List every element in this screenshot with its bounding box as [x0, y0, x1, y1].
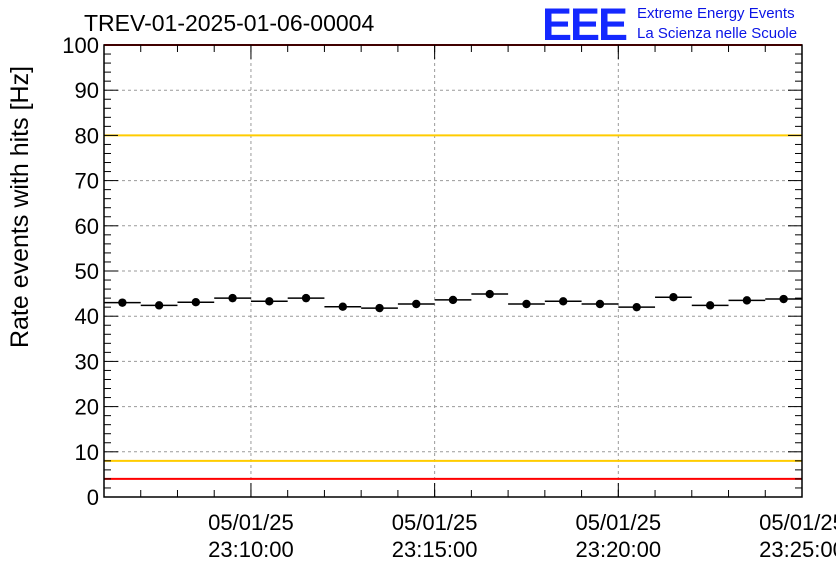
data-point: [485, 289, 494, 299]
y-tick-label: 0: [87, 485, 99, 510]
logo-line-2: La Scienza nelle Scuole: [637, 25, 798, 42]
data-point: [191, 297, 201, 307]
x-tick-date-label: 05/01/25: [759, 510, 836, 535]
data-point: [154, 301, 164, 310]
y-tick-label: 50: [75, 259, 99, 284]
y-tick-label: 40: [75, 304, 99, 329]
grid-layer: [104, 45, 803, 497]
y-tick-label: 100: [62, 33, 99, 58]
logo-mark: EEE: [542, 0, 628, 50]
y-tick-label: 90: [75, 78, 99, 103]
x-tick-time-label: 23:25:00: [759, 537, 836, 562]
data-point: [632, 302, 641, 312]
logo-line-1: Extreme Energy Events: [637, 5, 795, 22]
axes: 010203040506070809010005/01/2523:10:0005…: [62, 33, 836, 562]
data-point: [301, 293, 311, 303]
y-tick-label: 30: [75, 349, 99, 374]
x-tick-time-label: 23:20:00: [575, 537, 661, 562]
y-tick-label: 70: [75, 169, 99, 194]
x-tick-date-label: 05/01/25: [208, 510, 294, 535]
data-point: [375, 303, 384, 313]
data-point: [705, 301, 715, 310]
data-point: [265, 297, 274, 306]
data-point: [742, 296, 752, 305]
reference-lines: [104, 44, 802, 480]
x-tick-time-label: 23:10:00: [208, 537, 294, 562]
x-tick-time-label: 23:15:00: [392, 537, 478, 562]
data-markers: [104, 289, 802, 313]
data-point: [412, 299, 421, 309]
data-point: [595, 299, 605, 309]
data-point: [118, 298, 127, 307]
x-tick-date-label: 05/01/25: [575, 510, 661, 535]
data-point: [522, 299, 531, 309]
data-point: [779, 294, 788, 304]
y-tick-label: 20: [75, 395, 99, 420]
plot-frame: [103, 44, 803, 498]
data-point: [338, 302, 347, 311]
run-title: TREV-01-2025-01-06-00004: [84, 10, 375, 36]
data-point: [448, 295, 458, 305]
y-tick-label: 80: [75, 123, 99, 148]
data-point: [559, 297, 568, 306]
y-tick-label: 60: [75, 214, 99, 239]
data-point: [669, 293, 678, 302]
y-axis-label: Rate events with hits [Hz]: [6, 66, 34, 348]
x-tick-date-label: 05/01/25: [392, 510, 478, 535]
data-point: [228, 293, 237, 303]
y-tick-label: 10: [75, 440, 99, 465]
